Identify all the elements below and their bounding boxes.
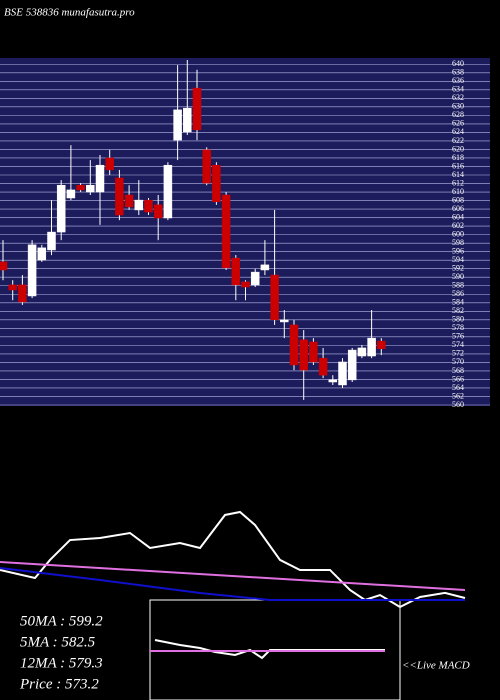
candle-body [37, 247, 47, 261]
candle-body [309, 341, 318, 363]
candle-body [183, 107, 192, 133]
candle-body [357, 347, 367, 357]
y-tick-label: 610 [452, 187, 464, 196]
indicator-line [0, 566, 465, 601]
candle-body [192, 87, 202, 131]
y-tick-label: 564 [452, 383, 464, 392]
candle-body [47, 231, 56, 251]
candle-body [66, 189, 76, 199]
y-tick-label: 618 [452, 153, 464, 162]
y-tick-label: 594 [452, 255, 464, 264]
price-panel [0, 58, 490, 406]
candle-body [338, 361, 347, 386]
y-tick-label: 604 [452, 212, 464, 221]
candle-body [202, 149, 211, 184]
candle-body [299, 339, 308, 371]
y-tick-label: 616 [452, 161, 464, 170]
y-tick-label: 626 [452, 119, 464, 128]
candle-body [56, 184, 66, 233]
stat-label: 50MA : 599.2 [20, 613, 103, 629]
y-tick-label: 628 [452, 110, 464, 119]
y-tick-label: 578 [452, 323, 464, 332]
y-tick-label: 572 [452, 349, 464, 358]
candle-body [124, 194, 134, 208]
y-tick-label: 622 [452, 136, 464, 145]
y-tick-label: 636 [452, 76, 464, 85]
candle-body [27, 244, 37, 297]
candle-body [221, 194, 231, 269]
candle-body [231, 257, 241, 286]
y-tick-label: 612 [452, 178, 464, 187]
y-tick-label: 638 [452, 68, 464, 77]
candle-body [18, 284, 27, 303]
candle-body [105, 157, 114, 171]
candle-body [260, 264, 270, 271]
y-tick-label: 582 [452, 306, 464, 315]
y-tick-label: 620 [452, 144, 464, 153]
y-tick-label: 566 [452, 374, 464, 383]
stat-label: 5MA : 582.5 [20, 634, 96, 650]
y-tick-label: 608 [452, 195, 464, 204]
y-tick-label: 574 [452, 340, 464, 349]
y-tick-label: 576 [452, 332, 464, 341]
candle-body [250, 271, 260, 286]
candle-body [0, 261, 8, 271]
candle-body [115, 177, 124, 216]
candle-body [367, 337, 376, 357]
candle-body [377, 340, 386, 350]
candle-body [173, 109, 182, 141]
indicator-line [154, 639, 385, 660]
indicator-line [0, 510, 466, 609]
y-tick-label: 588 [452, 281, 464, 290]
y-tick-label: 624 [452, 127, 464, 136]
y-tick-label: 602 [452, 221, 464, 230]
y-tick-label: 584 [452, 298, 464, 307]
y-tick-label: 590 [452, 272, 464, 281]
y-tick-label: 570 [452, 357, 464, 366]
candle-body [318, 357, 328, 376]
stat-label: 12MA : 579.3 [20, 655, 103, 671]
candle-body [163, 164, 173, 219]
stat-label: Price : 573.2 [19, 676, 99, 692]
candle-body [280, 319, 289, 323]
candle-body [76, 184, 85, 191]
y-tick-label: 592 [452, 264, 464, 273]
candle-body [328, 379, 338, 383]
macd-label: <<Live MACD [402, 660, 470, 672]
y-tick-label: 606 [452, 204, 464, 213]
y-tick-label: 560 [452, 400, 464, 409]
y-tick-label: 600 [452, 229, 464, 238]
y-tick-label: 586 [452, 289, 464, 298]
y-tick-label: 568 [452, 366, 464, 375]
candle-body [153, 204, 163, 219]
candle-body [241, 281, 250, 288]
y-tick-label: 634 [452, 85, 464, 94]
y-tick-label: 630 [452, 102, 464, 111]
y-tick-label: 640 [452, 59, 464, 68]
candle-body [347, 349, 357, 381]
chart-title: BSE 538836 munafasutra.pro [4, 7, 135, 19]
indicator-line [0, 561, 466, 591]
candle-body [144, 199, 153, 213]
candle-body [212, 164, 221, 203]
y-tick-label: 580 [452, 315, 464, 324]
y-tick-label: 562 [452, 391, 464, 400]
candle-body [134, 199, 144, 211]
y-tick-label: 596 [452, 246, 464, 255]
y-tick-label: 632 [452, 93, 464, 102]
candle-body [8, 284, 17, 291]
candle-body [95, 164, 105, 193]
y-tick-label: 614 [452, 170, 464, 179]
candle-body [270, 274, 279, 321]
candle-body [289, 324, 299, 366]
candle-body [86, 184, 95, 193]
y-tick-label: 598 [452, 238, 464, 247]
